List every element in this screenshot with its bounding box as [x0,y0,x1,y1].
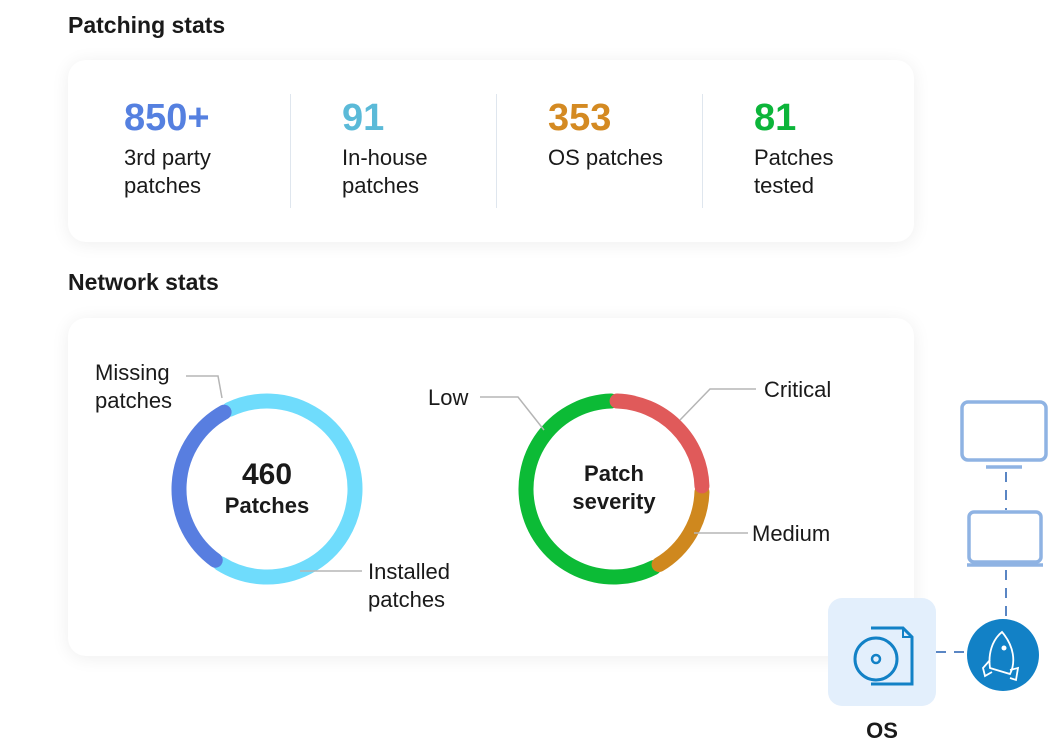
rocket-icon [967,619,1039,691]
network-stats-card [68,318,914,656]
label-low: Low [428,385,469,410]
donut-slice-low [518,393,662,585]
donut-slice-critical [609,393,710,494]
label-critical: Critical [764,377,832,402]
donut-slice-medium [651,484,710,573]
stat-label: OS patches [548,145,663,170]
laptop-icon [967,510,1043,567]
label-medium: Medium [752,521,831,546]
stat-value: 353 [548,97,612,139]
stat-value: 81 [754,97,797,139]
patching-stats-card: 850+ 3rd party patches 91 In-house patch… [68,60,914,242]
stat-value: 850+ [124,97,210,139]
label-installed-patches: Installed patches [368,559,450,612]
donut-slice-installed-patches [212,393,363,585]
stat-tested: 81 Patches tested [754,96,894,200]
donut-slice-missing-patches [171,404,232,568]
os-tile [828,598,936,706]
donut-1-center: 460 Patches [187,458,347,520]
divider [290,94,291,208]
stat-in-house: 91 In-house patches [342,96,482,200]
patch-severity-label: Patch severity [572,461,656,514]
network-stats-title: Network stats [68,269,219,295]
stat-3rd-party: 850+ 3rd party patches [124,96,264,200]
divider [702,94,703,208]
stat-label: In-house patches [342,145,428,198]
total-patches-value: 460 [241,458,293,491]
leader-missing [186,375,223,399]
os-disc-file-icon [853,626,914,686]
stat-label: Patches tested [754,145,834,198]
monitor-icon [960,400,1048,469]
stat-label: 3rd party patches [124,145,211,198]
stat-os: 353 OS patches [548,96,688,172]
stat-value: 91 [342,97,385,139]
patching-stats-title: Patching stats [68,12,226,38]
total-patches-label: Patches [224,493,310,518]
os-label: OS [866,718,898,743]
label-missing-patches: Missing patches [95,360,173,413]
leader-low [480,396,545,431]
leader-critical [679,388,756,421]
divider [496,94,497,208]
